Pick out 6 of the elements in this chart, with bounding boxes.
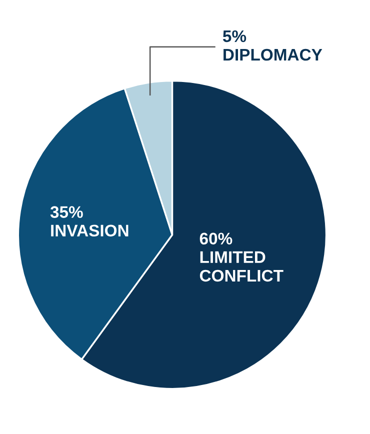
data-label: 35% <box>50 206 83 218</box>
data-label: 5% <box>222 30 246 42</box>
slice-label: LIMITED CONFLICT <box>200 251 284 282</box>
slice-label: DIPLOMACY <box>224 48 322 61</box>
data-label: 60% <box>200 232 232 245</box>
slice-label: INVASION <box>51 224 128 236</box>
